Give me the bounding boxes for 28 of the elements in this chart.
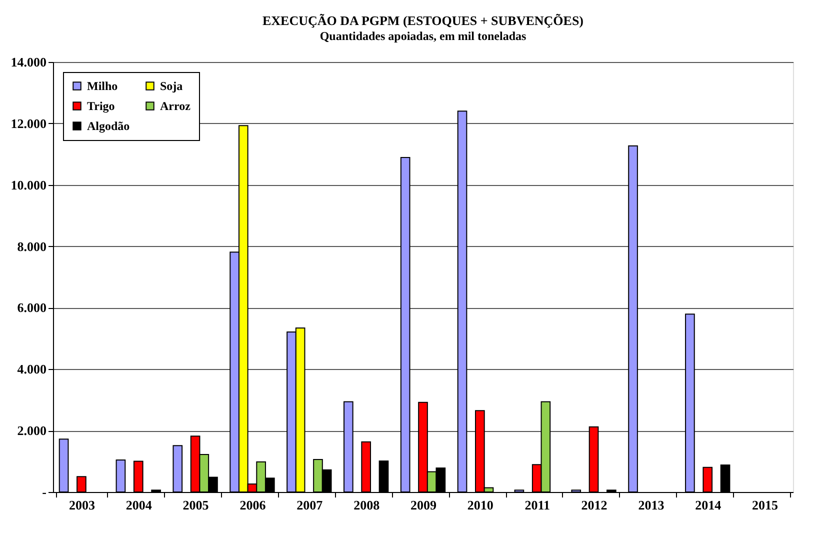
chart-subtitle: Quantidades apoiadas, em mil toneladas bbox=[320, 29, 527, 43]
y-tick-label: 2.000 bbox=[17, 423, 46, 438]
x-tick-label: 2011 bbox=[524, 498, 550, 512]
legend-label: Arroz bbox=[160, 99, 192, 113]
x-tick-label: 2005 bbox=[182, 498, 210, 512]
y-tick-label: 8.000 bbox=[17, 238, 46, 254]
x-tick-label: 2013 bbox=[638, 498, 665, 512]
x-tick-label: 2004 bbox=[126, 498, 152, 512]
legend-label: Soja bbox=[160, 79, 183, 93]
legend-label: Trigo bbox=[87, 99, 115, 113]
y-tick-label: 14.000 bbox=[10, 54, 46, 70]
x-tick-label: 2014 bbox=[695, 498, 722, 512]
x-tick-label: 2010 bbox=[467, 498, 494, 512]
x-tick-label: 2003 bbox=[68, 498, 96, 512]
chart-title: EXECUÇÃO DA PGPM (ESTOQUES + SUBVENÇÕES) bbox=[262, 13, 584, 28]
x-tick-label: 2008 bbox=[354, 498, 380, 512]
y-tick-label: 6.000 bbox=[17, 300, 46, 316]
x-tick-label: 2007 bbox=[296, 498, 324, 512]
y-tick-label: 4.000 bbox=[17, 362, 46, 377]
legend-label: Milho bbox=[87, 79, 118, 93]
y-tick-label: 12.000 bbox=[10, 116, 46, 131]
y-tick-label: 10.000 bbox=[10, 177, 46, 192]
x-tick-label: 2015 bbox=[752, 498, 779, 512]
x-tick-label: 2006 bbox=[240, 498, 266, 512]
x-tick-label: 2009 bbox=[410, 498, 437, 512]
y-tick-label: - bbox=[42, 484, 46, 500]
x-tick-label: 2012 bbox=[581, 498, 608, 512]
legend-label: Algodão bbox=[87, 119, 130, 133]
